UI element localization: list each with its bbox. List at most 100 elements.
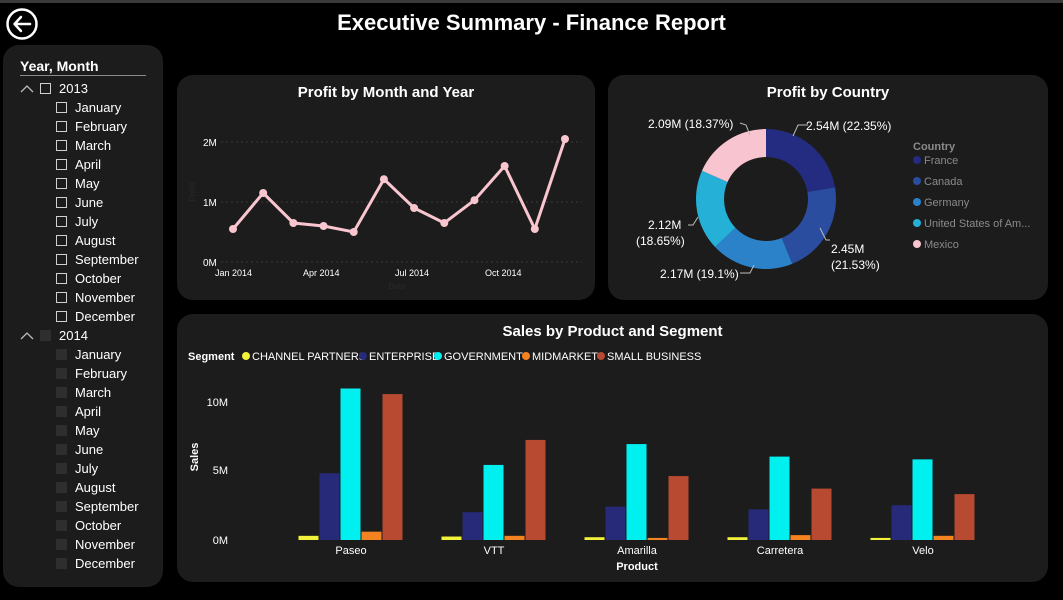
bar-carretera-midmarket[interactable]	[790, 535, 811, 540]
slicer-month-item[interactable]: August	[56, 478, 115, 497]
slicer-month-item[interactable]: July	[56, 212, 98, 231]
legend-item[interactable]: Canada	[924, 176, 963, 188]
bar-carretera-enterprise[interactable]	[748, 509, 769, 540]
bar-paseo-small-business[interactable]	[382, 394, 403, 540]
bar-vtt-channel-partners[interactable]	[441, 536, 462, 540]
checkbox[interactable]	[56, 482, 67, 493]
slicer-month-item[interactable]: September	[56, 250, 139, 269]
profit-data-point[interactable]	[561, 135, 569, 143]
slicer-year-2013[interactable]: 2013	[20, 79, 88, 98]
slicer-month-item[interactable]: May	[56, 421, 100, 440]
checkbox[interactable]	[56, 520, 67, 531]
checkbox[interactable]	[56, 444, 67, 455]
profit-data-point[interactable]	[500, 162, 509, 170]
checkbox[interactable]	[56, 463, 67, 474]
checkbox[interactable]	[56, 311, 67, 322]
checkbox[interactable]	[40, 83, 51, 94]
checkbox[interactable]	[56, 102, 67, 113]
donut-slice-canada[interactable]	[781, 187, 836, 264]
chevron-up-icon[interactable]	[20, 84, 34, 94]
bar-amarilla-channel-partners[interactable]	[584, 537, 605, 540]
donut-slice-united-states-of-am[interactable]	[696, 170, 736, 248]
slicer-year-2014[interactable]: 2014	[20, 326, 88, 345]
profit-data-point[interactable]	[289, 219, 298, 227]
slicer-month-item[interactable]: February	[56, 364, 127, 383]
bar-amarilla-midmarket[interactable]	[647, 537, 668, 540]
profit-data-point[interactable]	[319, 222, 328, 230]
slicer-month-item[interactable]: November	[56, 535, 135, 554]
bar-vtt-government[interactable]	[483, 464, 504, 540]
checkbox[interactable]	[56, 197, 67, 208]
bar-amarilla-enterprise[interactable]	[605, 506, 626, 540]
checkbox[interactable]	[56, 406, 67, 417]
bar-paseo-channel-partners[interactable]	[298, 535, 319, 540]
profit-data-point[interactable]	[229, 225, 237, 233]
checkbox[interactable]	[56, 216, 67, 227]
slicer-month-item[interactable]: April	[56, 155, 101, 174]
bar-paseo-enterprise[interactable]	[319, 473, 340, 540]
chevron-up-icon[interactable]	[20, 331, 34, 341]
bar-paseo-midmarket[interactable]	[361, 531, 382, 540]
bar-carretera-channel-partners[interactable]	[727, 537, 748, 540]
checkbox[interactable]	[56, 178, 67, 189]
bar-amarilla-small-business[interactable]	[668, 476, 689, 540]
bar-velo-enterprise[interactable]	[891, 505, 912, 540]
legend-item[interactable]: ENTERPRISE	[369, 351, 439, 363]
checkbox[interactable]	[56, 558, 67, 569]
bar-velo-midmarket[interactable]	[933, 535, 954, 540]
donut-slice-france[interactable]	[766, 129, 836, 193]
donut-slice-germany[interactable]	[715, 227, 793, 269]
slicer-month-item[interactable]: August	[56, 231, 115, 250]
bar-vtt-enterprise[interactable]	[462, 512, 483, 540]
checkbox[interactable]	[56, 501, 67, 512]
legend-item[interactable]: MIDMARKET	[532, 351, 598, 363]
slicer-month-item[interactable]: April	[56, 402, 101, 421]
slicer-month-item[interactable]: January	[56, 345, 121, 364]
slicer-month-item[interactable]: March	[56, 383, 111, 402]
legend-item[interactable]: GOVERNMENT	[444, 351, 523, 363]
slicer-month-item[interactable]: March	[56, 136, 111, 155]
profit-data-point[interactable]	[259, 189, 268, 197]
slicer-month-item[interactable]: September	[56, 497, 139, 516]
bar-carretera-small-business[interactable]	[811, 488, 832, 540]
checkbox[interactable]	[56, 254, 67, 265]
checkbox[interactable]	[40, 330, 51, 341]
checkbox[interactable]	[56, 387, 67, 398]
checkbox[interactable]	[56, 425, 67, 436]
bar-velo-government[interactable]	[912, 459, 933, 540]
slicer-month-item[interactable]: January	[56, 98, 121, 117]
checkbox[interactable]	[56, 273, 67, 284]
checkbox[interactable]	[56, 121, 67, 132]
bar-paseo-government[interactable]	[340, 388, 361, 540]
profit-data-point[interactable]	[440, 219, 449, 227]
legend-item[interactable]: France	[924, 155, 958, 167]
profit-data-point[interactable]	[530, 225, 539, 233]
bar-velo-channel-partners[interactable]	[870, 537, 891, 540]
slicer-month-item[interactable]: June	[56, 193, 103, 212]
bar-amarilla-government[interactable]	[626, 444, 647, 540]
slicer-month-item[interactable]: October	[56, 516, 121, 535]
slicer-month-item[interactable]: July	[56, 459, 98, 478]
slicer-month-item[interactable]: October	[56, 269, 121, 288]
checkbox[interactable]	[56, 235, 67, 246]
profit-data-point[interactable]	[470, 196, 479, 205]
profit-data-point[interactable]	[379, 175, 388, 184]
slicer-month-item[interactable]: February	[56, 117, 127, 136]
legend-item[interactable]: SMALL BUSINESS	[607, 351, 701, 363]
slicer-month-item[interactable]: June	[56, 440, 103, 459]
slicer-month-item[interactable]: December	[56, 554, 135, 573]
slicer-month-item[interactable]: December	[56, 307, 135, 326]
checkbox[interactable]	[56, 159, 67, 170]
legend-item[interactable]: Germany	[924, 197, 970, 209]
legend-item[interactable]: United States of Am...	[924, 218, 1030, 230]
checkbox[interactable]	[56, 349, 67, 360]
slicer-month-item[interactable]: November	[56, 288, 135, 307]
profit-data-point[interactable]	[349, 228, 358, 236]
legend-item[interactable]: CHANNEL PARTNERS	[252, 351, 366, 363]
legend-item[interactable]: Mexico	[924, 239, 959, 251]
checkbox[interactable]	[56, 292, 67, 303]
donut-slice-mexico[interactable]	[701, 129, 766, 183]
checkbox[interactable]	[56, 539, 67, 550]
bar-carretera-government[interactable]	[769, 456, 790, 540]
checkbox[interactable]	[56, 368, 67, 379]
